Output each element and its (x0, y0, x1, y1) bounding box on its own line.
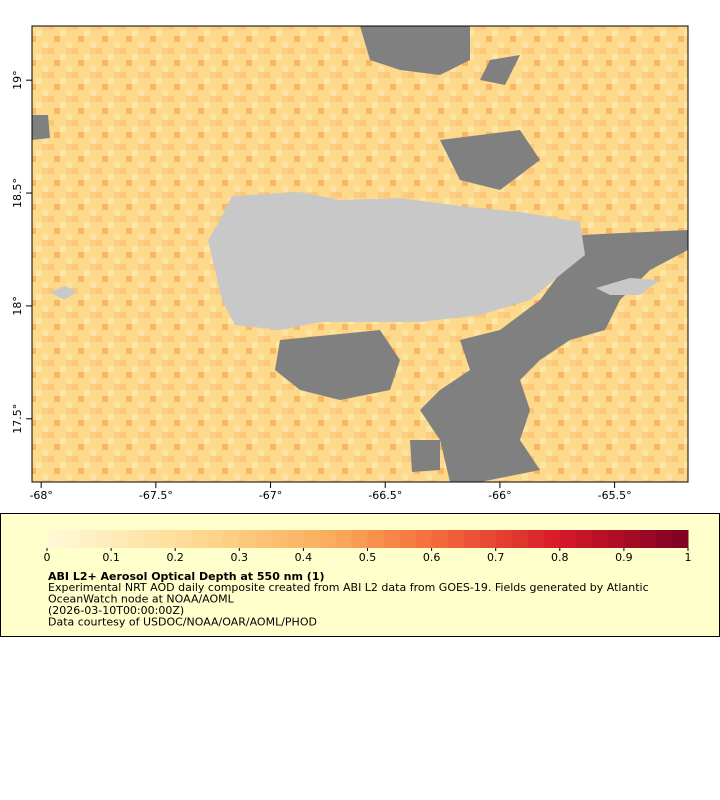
x-tick-label: -67° (259, 489, 282, 502)
colorbar-step (415, 530, 433, 548)
colorbar-step (255, 530, 272, 548)
land (208, 192, 585, 330)
colorbar-step (671, 530, 689, 548)
land (596, 278, 660, 295)
colorbar-step (655, 530, 673, 548)
colorbar-tick-label: 0.1 (102, 551, 120, 564)
colorbar-step (175, 530, 192, 548)
colorbar-step (191, 530, 208, 548)
colorbar-step (559, 530, 577, 548)
colorbar-tick-label: 0.2 (166, 551, 184, 564)
colorbar-tick-label: 0 (44, 551, 51, 564)
legend-line: Data courtesy of USDOC/NOAA/OAR/AOML/PHO… (48, 616, 317, 629)
colorbar-tick-label: 0.5 (359, 551, 377, 564)
colorbar-tick-label: 1 (685, 551, 692, 564)
colorbar-step (223, 530, 240, 548)
colorbar-step (591, 530, 609, 548)
colorbar-step (447, 530, 465, 548)
y-tick-label: 18.5° (11, 178, 24, 208)
colorbar-step (239, 530, 256, 548)
colorbar-step (607, 530, 625, 548)
colorbar-step (143, 530, 160, 548)
colorbar-step (495, 530, 513, 548)
colorbar-step (319, 530, 336, 548)
legend-title: ABI L2+ Aerosol Optical Depth at 550 nm … (48, 570, 325, 583)
colorbar-step (639, 530, 657, 548)
colorbar-tick-label: 0.8 (551, 551, 569, 564)
map-frame (31, 25, 689, 483)
colorbar-step (527, 530, 545, 548)
colorbar-tick-label: 0.3 (231, 551, 249, 564)
colorbar-step (623, 530, 641, 548)
colorbar-step (111, 530, 128, 548)
colorbar-step (287, 530, 304, 548)
colorbar-step (431, 530, 449, 548)
colorbar-step (383, 530, 401, 548)
x-tick-label: -65.5° (598, 489, 632, 502)
colorbar-tick-label: 0.6 (423, 551, 441, 564)
colorbar-step (79, 530, 96, 548)
colorbar-step (127, 530, 144, 548)
colorbar-tick-label: 0.4 (295, 551, 313, 564)
x-tick-label: -68° (29, 489, 52, 502)
colorbar-step (159, 530, 176, 548)
legend-line: OceanWatch node at NOAA/AOML (48, 593, 235, 606)
legend-line: Experimental NRT AOD daily composite cre… (48, 581, 649, 594)
colorbar-step (47, 530, 64, 548)
colorbar-step (351, 530, 368, 548)
colorbar-step (271, 530, 288, 548)
colorbar-tick-label: 0.9 (615, 551, 633, 564)
y-tick-label: 19° (11, 70, 24, 90)
y-tick-label: 18° (11, 296, 24, 316)
colorbar-step (575, 530, 593, 548)
colorbar-step (511, 530, 529, 548)
colorbar-step (63, 530, 80, 548)
y-tick-label: 17.5° (11, 404, 24, 434)
x-tick-label: -66.5° (368, 489, 402, 502)
land (50, 286, 77, 300)
colorbar-step (95, 530, 112, 548)
colorbar-tick-label: 0.7 (487, 551, 505, 564)
colorbar-step (335, 530, 352, 548)
colorbar: 0 0.1 0.2 0.3 0.4 0.5 0.6 0.7 0.8 0.9 1 (44, 530, 692, 564)
colorbar-step (367, 530, 385, 548)
colorbar-step (303, 530, 320, 548)
colorbar-step (399, 530, 417, 548)
colorbar-step (463, 530, 481, 548)
map (31, 25, 689, 483)
x-tick-label: -66° (488, 489, 511, 502)
colorbar-step (479, 530, 497, 548)
legend-line: (2026-03-10T00:00:00Z) (48, 604, 184, 617)
colorbar-step (207, 530, 224, 548)
x-tick-label: -67.5° (139, 489, 173, 502)
colorbar-step (543, 530, 561, 548)
